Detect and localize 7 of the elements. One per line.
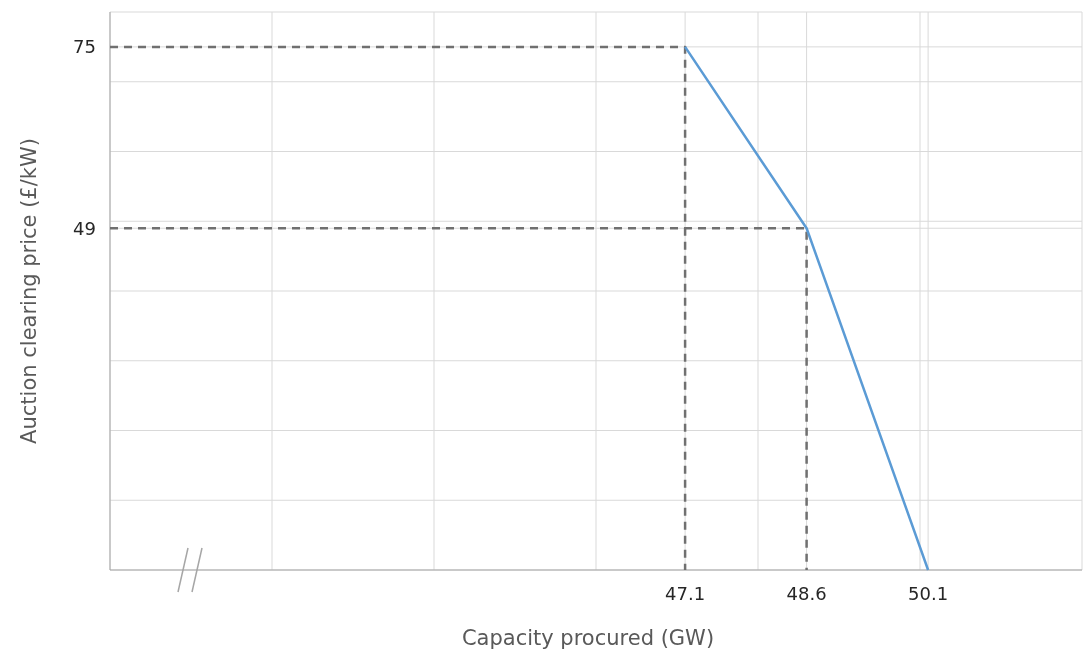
- x-tick-label: 50.1: [908, 583, 949, 604]
- y-tick-label: 75: [73, 36, 96, 58]
- y-axis-title: Auction clearing price (£/kW): [17, 138, 41, 444]
- x-tick-label: 48.6: [786, 583, 827, 604]
- x-axis-title: Capacity procured (GW): [461, 626, 715, 650]
- x-tick-label: 47.1: [665, 583, 706, 604]
- y-tick-label: 49: [73, 217, 96, 239]
